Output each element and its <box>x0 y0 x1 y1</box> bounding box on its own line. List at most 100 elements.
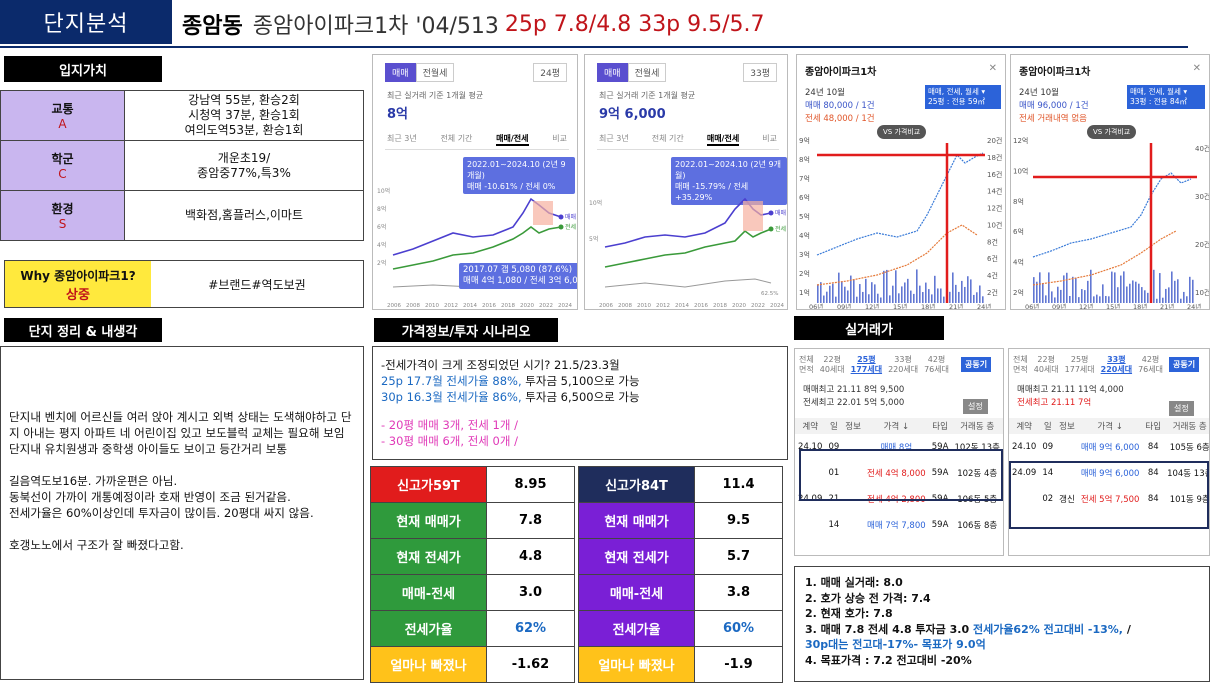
table-cell: 24.10 <box>1012 442 1037 452</box>
area-tab[interactable]: 25평 177세대 <box>850 355 883 374</box>
x-tick: 18년 <box>921 302 935 310</box>
x-tick: 2018 <box>713 303 727 309</box>
volume-bar <box>901 286 903 303</box>
y-tick: 10억 <box>1013 167 1028 175</box>
volume-bar <box>925 282 927 303</box>
volume-bar <box>976 292 978 303</box>
grid-label: 얼마나 빠졌나 <box>370 646 487 683</box>
grid-value: 62% <box>486 610 575 647</box>
table-cell: 매매 8억 <box>880 443 913 453</box>
dong-name: 종암동 <box>182 14 243 39</box>
subtab[interactable]: 최근 3년 <box>599 134 629 143</box>
table-cell: 매매 9억 6,000 <box>1080 443 1140 453</box>
table-cell: 매매 7억 7,800 <box>867 521 926 531</box>
subtab[interactable]: 매매/전세 <box>706 133 740 146</box>
price-info-heading: 가격정보/투자 시나리오 <box>374 318 558 342</box>
compare-button[interactable]: VS 가격비교 <box>1087 125 1137 139</box>
table-row[interactable]: 14 매매 7억 7,800 59A 106동 8층 <box>795 512 1003 538</box>
grid-row: 전세가율 62% <box>370 610 575 647</box>
table-cell: 102동 13층 <box>954 443 1000 453</box>
area-tab[interactable]: 22평 40세대 <box>819 355 845 374</box>
y-tick: 2억 <box>377 259 386 267</box>
close-icon[interactable]: ✕ <box>1192 63 1201 74</box>
y-tick: 30건 <box>1195 192 1210 201</box>
grid-value: -1.62 <box>486 646 575 683</box>
y-tick: 8억 <box>377 205 386 213</box>
table-row[interactable]: 24.10 09 매매 8억 59A 102동 13층 <box>795 434 1003 460</box>
grid-label: 현재 전세가 <box>578 538 695 575</box>
area-tab[interactable]: 42평 76세대 <box>1138 355 1163 374</box>
x-tick: 2020 <box>732 303 746 309</box>
chart-button[interactable]: 공동기 <box>961 357 992 372</box>
volume-bar <box>820 282 822 303</box>
size-select[interactable]: 24평 <box>533 63 567 82</box>
tab-rent[interactable]: 전월세 <box>415 63 455 82</box>
sale-dot <box>768 210 774 216</box>
x-tick: 2022 <box>751 303 765 309</box>
volume-bar <box>1054 297 1056 303</box>
chart-caption: 최근 실거래 기준 1개월 평균 <box>599 91 696 100</box>
settings-button[interactable]: 설정 <box>1169 401 1194 416</box>
tab-sale[interactable]: 매매 <box>385 63 416 82</box>
x-tick: 06년 <box>1025 302 1039 310</box>
tab-sale[interactable]: 매매 <box>597 63 628 82</box>
subtab[interactable]: 최근 3년 <box>387 134 417 143</box>
area-tab[interactable]: 전체 면적 <box>799 355 814 374</box>
x-tick: 06년 <box>809 302 823 310</box>
y-tick: 14건 <box>987 187 1002 196</box>
settings-button[interactable]: 설정 <box>963 399 988 414</box>
subtab[interactable]: 전체 기간 <box>651 134 684 143</box>
volume-bar <box>1153 269 1155 303</box>
x-tick: 24년 <box>977 302 991 310</box>
size-select[interactable]: 33평 <box>743 63 777 82</box>
location-grade: A <box>58 117 67 131</box>
area-tab[interactable]: 22평 40세대 <box>1033 355 1059 374</box>
volume-bar <box>1129 283 1131 303</box>
area-tab[interactable]: 25평 177세대 <box>1064 355 1095 374</box>
subtab[interactable]: 매매/전세 <box>496 133 529 146</box>
table-cell: 01 <box>828 468 840 478</box>
area-tab[interactable]: 42평 76세대 <box>924 355 949 374</box>
sale-line <box>816 152 984 256</box>
subtab[interactable]: 비교 <box>762 134 777 143</box>
grid-value: -1.9 <box>694 646 783 683</box>
area-tab[interactable]: 33평 220세대 <box>1100 355 1133 374</box>
close-icon[interactable]: ✕ <box>988 63 997 74</box>
table-row[interactable]: 24.10 09 매매 9억 6,000 84 105동 6층 <box>1009 434 1209 460</box>
table-cell: 갱신 <box>1059 495 1075 505</box>
volume-bar <box>1051 291 1053 303</box>
compare-button[interactable]: VS 가격비교 <box>877 125 927 139</box>
avg-price: 8억 <box>387 107 409 122</box>
table-cell: 24.09 <box>1012 468 1037 478</box>
column-header: 가격 ↓ <box>1097 422 1123 432</box>
area-tab[interactable]: 33평 220세대 <box>888 355 919 374</box>
volume-bar <box>1063 275 1065 303</box>
volume-bar <box>1147 292 1149 303</box>
table-cell: 전세 5억 7,500 <box>1080 495 1140 505</box>
volume-bar <box>1087 280 1089 303</box>
chart-button[interactable]: 공동기 <box>1169 357 1200 372</box>
rent-line <box>1032 230 1177 286</box>
table-cell: 02 <box>1042 494 1054 504</box>
table-row[interactable]: 24.09 14 매매 9억 6,000 84 104동 13층 <box>1009 460 1209 486</box>
volume-bar <box>880 297 882 303</box>
table-row[interactable]: 02 갱신 전세 5억 7,500 84 101동 9층 <box>1009 486 1209 512</box>
why-tags: #브랜드#역도보권 <box>208 277 306 292</box>
tab-rent[interactable]: 전월세 <box>627 63 667 82</box>
filter-select[interactable]: 매매, 전세, 월세 ▾ 33평 : 전용 84㎡ <box>1127 85 1205 109</box>
subtab[interactable]: 비교 <box>552 134 567 143</box>
y-tick: 8건 <box>987 237 998 246</box>
grid-row: 현재 전세가 4.8 <box>370 538 575 575</box>
volume-bar <box>955 284 957 303</box>
area-tab[interactable]: 전체 면적 <box>1013 355 1028 374</box>
grid-row: 매매-전세 3.8 <box>578 574 783 611</box>
sale-line <box>1032 172 1192 258</box>
volume-bar <box>943 296 945 303</box>
subtab[interactable]: 전체 기간 <box>440 134 473 143</box>
volume-bar <box>865 278 867 303</box>
table-cell: 24.10 <box>798 442 823 452</box>
table-row[interactable]: 01 전세 4억 8,000 59A 102동 4층 <box>795 460 1003 486</box>
filter-select[interactable]: 매매, 전세, 월세 ▾ 25평 : 전용 59㎡ <box>925 85 1001 109</box>
grid-value: 9.5 <box>694 502 783 539</box>
y-tick: 8억 <box>799 156 810 164</box>
